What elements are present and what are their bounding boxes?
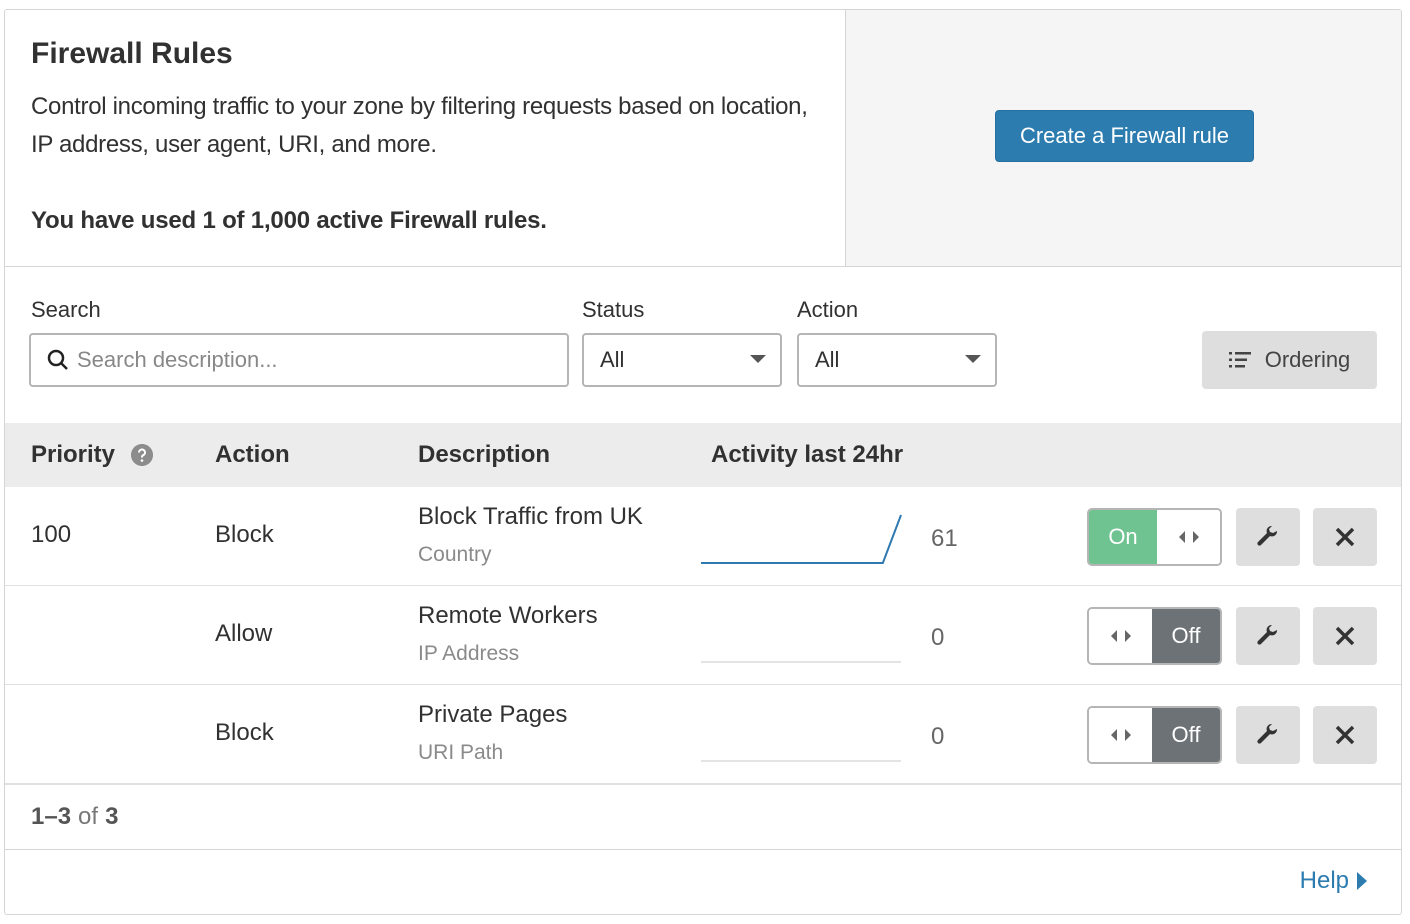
toggle-on-label: On — [1089, 510, 1157, 564]
chevron-down-icon — [750, 355, 766, 363]
action-label: Action — [797, 297, 859, 322]
help-icon[interactable] — [131, 444, 153, 466]
activity-header: Activity last 24hr — [711, 441, 904, 468]
close-icon — [1335, 725, 1355, 745]
toggle-handle-icon — [1110, 729, 1131, 741]
toggle-handle — [1157, 510, 1220, 564]
pager-total: 3 — [105, 803, 119, 830]
activity-count: 0 — [931, 624, 945, 651]
search-label: Search — [31, 297, 101, 322]
toggle-off-label: Off — [1152, 708, 1220, 762]
search-input[interactable]: Search description... — [29, 333, 569, 387]
toggle-off-label: Off — [1152, 609, 1220, 663]
wrench-icon — [1257, 723, 1278, 744]
list-icon — [1228, 352, 1251, 368]
rule-action: Allow — [215, 620, 273, 647]
rule-enabled-toggle[interactable]: Off — [1087, 607, 1222, 665]
wrench-icon — [1257, 525, 1278, 546]
rule-description: Private Pages — [418, 701, 568, 728]
rule-priority: 100 — [31, 521, 72, 548]
ordering-label: Ordering — [1264, 347, 1351, 372]
close-icon — [1335, 527, 1355, 547]
toggle-handle — [1089, 708, 1152, 762]
table-row: 100 Block Block Traffic from UK Country 61 On — [5, 487, 1401, 586]
status-label: Status — [582, 297, 645, 322]
action-select[interactable]: All — [797, 333, 997, 387]
page-title: Firewall Rules — [31, 37, 233, 70]
rule-enabled-toggle[interactable]: Off — [1087, 706, 1222, 764]
toggle-handle-icon — [1178, 531, 1199, 543]
rule-description: Block Traffic from UK — [418, 503, 643, 530]
help-link[interactable]: Help — [1300, 867, 1367, 895]
sparkline-line — [701, 514, 902, 564]
rule-description: Remote Workers — [418, 602, 598, 629]
create-rule-button[interactable]: Create a Firewall rule — [995, 110, 1254, 162]
create-panel: Create a Firewall rule — [845, 10, 1401, 266]
activity-sparkline — [701, 760, 901, 762]
priority-header: Priority — [31, 441, 116, 468]
firewall-rules-card: Firewall Rules Control incoming traffic … — [4, 9, 1402, 915]
filters-bar: Search Search description... Status All … — [5, 266, 1401, 423]
pager-range: 1–3 — [31, 803, 72, 830]
ordering-button[interactable]: Ordering — [1202, 331, 1377, 389]
rule-type: IP Address — [418, 642, 520, 665]
usage-text: You have used 1 of 1,000 active Firewall… — [31, 207, 547, 234]
action-value: All — [815, 347, 840, 372]
action-header: Action — [215, 441, 290, 468]
help-label: Help — [1299, 867, 1349, 894]
rule-type: URI Path — [418, 741, 504, 764]
activity-count: 0 — [931, 723, 945, 750]
toggle-handle-icon — [1110, 630, 1131, 642]
status-select[interactable]: All — [582, 333, 782, 387]
pagination-info: 1–3 of 3 — [5, 783, 1401, 850]
delete-rule-button[interactable] — [1313, 508, 1377, 566]
toggle-handle — [1089, 609, 1152, 663]
edit-rule-button[interactable] — [1236, 607, 1300, 665]
intro-section: Firewall Rules Control incoming traffic … — [5, 10, 845, 266]
delete-rule-button[interactable] — [1313, 706, 1377, 764]
close-icon — [1335, 626, 1355, 646]
delete-rule-button[interactable] — [1313, 607, 1377, 665]
edit-rule-button[interactable] — [1236, 706, 1300, 764]
activity-sparkline — [701, 514, 902, 564]
wrench-icon — [1257, 624, 1278, 645]
description-header: Description — [418, 441, 551, 468]
chevron-down-icon — [965, 355, 981, 363]
table-row: Allow Remote Workers IP Address 0 Off — [5, 586, 1401, 685]
edit-rule-button[interactable] — [1236, 508, 1300, 566]
table-row: Block Private Pages URI Path 0 Off — [5, 685, 1401, 784]
activity-count: 61 — [931, 525, 958, 552]
activity-sparkline — [701, 661, 901, 663]
rule-type: Country — [418, 543, 492, 566]
pager-of: of — [78, 803, 99, 830]
status-value: All — [600, 347, 625, 372]
rule-enabled-toggle[interactable]: On — [1087, 508, 1222, 566]
intro-description: Control incoming traffic to your zone by… — [31, 93, 808, 158]
rule-action: Block — [215, 719, 274, 746]
search-icon — [47, 349, 68, 370]
caret-right-icon — [1357, 872, 1367, 890]
search-placeholder: Search description... — [77, 347, 278, 372]
rule-action: Block — [215, 521, 274, 548]
table-header: Priority Action Description Activity las… — [5, 423, 1401, 487]
